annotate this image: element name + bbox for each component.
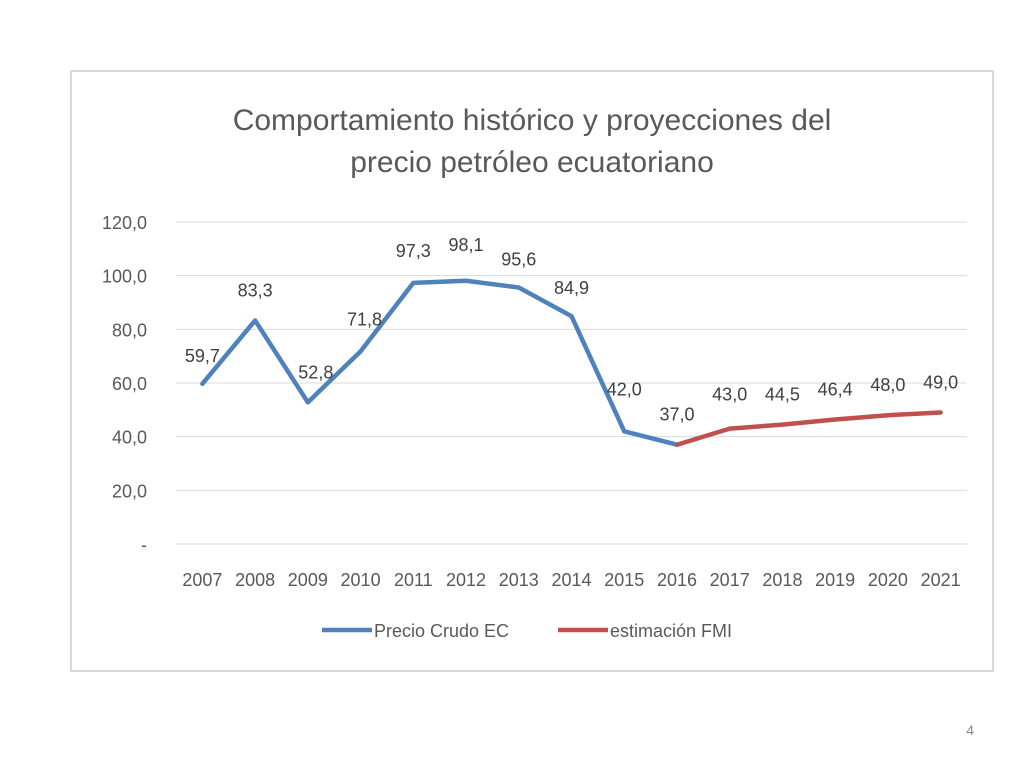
data-label: 44,5 — [765, 385, 800, 405]
data-label: 97,3 — [396, 241, 431, 261]
legend-label: Precio Crudo EC — [374, 621, 509, 641]
chart-title-line: precio petróleo ecuatoriano — [350, 146, 714, 179]
chart-svg: Comportamiento histórico y proyecciones … — [102, 104, 967, 641]
data-label: 46,4 — [818, 379, 853, 399]
y-tick-label: 40,0 — [112, 428, 147, 448]
data-label: 43,0 — [712, 385, 747, 405]
x-tick-label: 2017 — [710, 570, 750, 590]
data-label: 48,0 — [870, 375, 905, 395]
x-tick-label: 2014 — [551, 570, 591, 590]
y-tick-label: 80,0 — [112, 320, 147, 340]
x-tick-label: 2015 — [604, 570, 644, 590]
data-label: 95,6 — [501, 249, 536, 269]
data-label: 59,7 — [185, 346, 220, 366]
x-tick-label: 2016 — [657, 570, 697, 590]
x-tick-label: 2008 — [235, 570, 275, 590]
x-tick-label: 2021 — [921, 570, 961, 590]
x-tick-label: 2010 — [341, 570, 381, 590]
data-label: 71,8 — [347, 309, 382, 329]
x-tick-label: 2019 — [815, 570, 855, 590]
x-tick-label: 2018 — [762, 570, 802, 590]
y-tick-label: 20,0 — [112, 481, 147, 501]
y-tick-label: 120,0 — [102, 213, 147, 233]
y-tick-label: - — [141, 535, 147, 555]
x-tick-label: 2007 — [182, 570, 222, 590]
y-tick-label: 60,0 — [112, 374, 147, 394]
x-tick-label: 2011 — [394, 570, 433, 590]
data-label: 42,0 — [607, 379, 642, 399]
data-label: 83,3 — [238, 280, 273, 300]
data-label: 84,9 — [554, 278, 589, 298]
slide-number: 4 — [966, 722, 974, 738]
data-label: 49,0 — [923, 373, 958, 393]
y-tick-label: 100,0 — [102, 267, 147, 287]
series-line-estimacion-fmi — [674, 410, 943, 447]
chart-title-line: Comportamiento histórico y proyecciones … — [233, 104, 832, 137]
legend-label: estimación FMI — [610, 621, 732, 641]
x-tick-label: 2009 — [288, 570, 328, 590]
series-line-precio-crudo-ec — [200, 278, 680, 447]
x-tick-label: 2020 — [868, 570, 908, 590]
x-tick-label: 2013 — [499, 570, 539, 590]
x-tick-label: 2012 — [446, 570, 486, 590]
chart-frame: Comportamiento histórico y proyecciones … — [70, 70, 994, 672]
data-label: 37,0 — [659, 405, 694, 425]
data-label: 52,8 — [298, 362, 333, 382]
data-label: 98,1 — [449, 235, 484, 255]
